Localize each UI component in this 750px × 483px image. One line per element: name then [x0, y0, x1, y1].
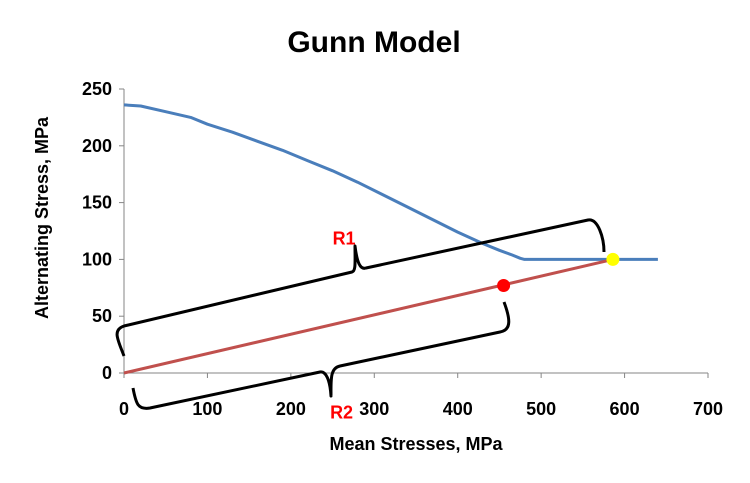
x-axis-label: Mean Stresses, MPa [329, 434, 503, 454]
chart-title: Gunn Model [287, 26, 460, 59]
x-tick-label: 700 [693, 399, 723, 419]
x-tick-label: 0 [119, 399, 129, 419]
x-tick-label: 300 [359, 399, 389, 419]
annotation-r1: R1 [333, 229, 356, 249]
y-tick-label: 100 [82, 249, 112, 269]
series-line-0 [123, 103, 658, 261]
x-tick-label: 100 [192, 399, 222, 419]
brace-r1 [115, 218, 606, 357]
y-tick-label: 50 [92, 306, 112, 326]
y-ticks: 0 50 100 150 200 250 [82, 79, 124, 383]
series-layer [123, 103, 658, 375]
y-axis-label: Alternating Stress, MPa [32, 116, 52, 319]
y-tick-label: 0 [102, 363, 112, 383]
x-tick-label: 500 [526, 399, 556, 419]
x-tick-label: 200 [276, 399, 306, 419]
series-line-1 [123, 257, 614, 375]
y-tick-label: 250 [82, 79, 112, 99]
data-point-0 [497, 279, 511, 293]
x-tick-label: 600 [610, 399, 640, 419]
brace-r2 [131, 301, 511, 410]
x-ticks: 0 100 200 300 400 500 600 700 [119, 373, 723, 419]
y-tick-label: 150 [82, 193, 112, 213]
data-point-1 [606, 252, 620, 266]
y-tick-label: 200 [82, 136, 112, 156]
annotation-r2: R2 [330, 402, 353, 422]
x-tick-label: 400 [443, 399, 473, 419]
